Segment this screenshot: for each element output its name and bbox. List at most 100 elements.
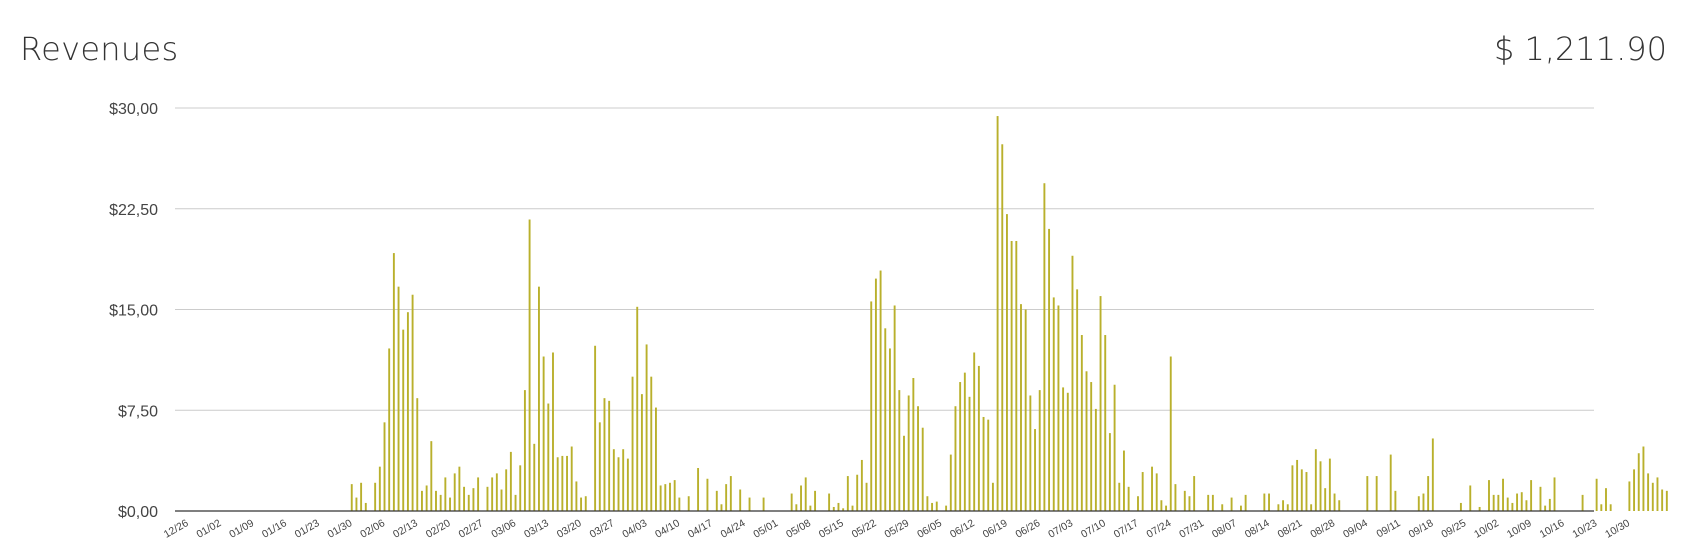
revenue-bar[interactable]: [388, 348, 391, 511]
revenue-bar[interactable]: [612, 449, 615, 511]
revenue-bar[interactable]: [1165, 505, 1168, 511]
revenue-bar[interactable]: [1141, 472, 1144, 511]
revenue-bar[interactable]: [486, 486, 489, 511]
revenue-bar[interactable]: [762, 497, 765, 511]
revenue-bar[interactable]: [846, 476, 849, 511]
revenue-bar[interactable]: [879, 270, 882, 511]
revenue-bar[interactable]: [1123, 450, 1125, 511]
revenue-bar[interactable]: [912, 378, 915, 511]
revenue-bar[interactable]: [528, 219, 531, 512]
revenue-bar[interactable]: [561, 455, 564, 511]
revenue-bar[interactable]: [1394, 490, 1397, 511]
revenue-bar[interactable]: [645, 344, 648, 511]
revenue-bar[interactable]: [949, 454, 952, 511]
revenue-bar[interactable]: [1600, 504, 1603, 511]
revenue-bar[interactable]: [472, 488, 475, 511]
revenue-bar[interactable]: [547, 403, 550, 511]
revenue-bar[interactable]: [556, 457, 559, 511]
revenue-bar[interactable]: [1525, 500, 1528, 511]
revenue-bar[interactable]: [636, 306, 639, 511]
revenue-bar[interactable]: [435, 490, 437, 511]
revenue-bar[interactable]: [1211, 494, 1214, 511]
revenue-bar[interactable]: [1305, 472, 1308, 511]
revenue-bar[interactable]: [1151, 466, 1153, 511]
revenue-bar[interactable]: [1665, 490, 1668, 511]
revenue-bar[interactable]: [1492, 494, 1495, 511]
revenue-bar[interactable]: [804, 477, 807, 511]
revenue-bar[interactable]: [1628, 481, 1631, 511]
revenue-bar[interactable]: [678, 497, 681, 511]
revenue-bar[interactable]: [1581, 494, 1584, 511]
revenue-bar[interactable]: [1633, 469, 1636, 511]
revenue-bar[interactable]: [1497, 494, 1500, 511]
revenue-bar[interactable]: [453, 473, 456, 511]
revenue-bar[interactable]: [350, 484, 353, 511]
revenue-bar[interactable]: [1104, 335, 1107, 511]
revenue-bar[interactable]: [1431, 438, 1434, 511]
revenue-bar[interactable]: [1066, 392, 1069, 511]
revenue-bar[interactable]: [1001, 144, 1004, 511]
revenue-bar[interactable]: [1310, 504, 1313, 511]
revenue-bar[interactable]: [491, 477, 494, 511]
revenue-bar[interactable]: [921, 427, 924, 511]
revenue-bar[interactable]: [598, 422, 601, 511]
revenue-bar[interactable]: [1478, 506, 1481, 511]
revenue-bar[interactable]: [959, 382, 962, 511]
revenue-bar[interactable]: [1230, 497, 1233, 511]
revenue-bar[interactable]: [1174, 484, 1177, 511]
revenue-bar[interactable]: [917, 406, 919, 511]
revenue-bar[interactable]: [355, 497, 358, 511]
revenue-bar[interactable]: [580, 497, 583, 511]
revenue-bar[interactable]: [1544, 505, 1547, 511]
revenue-bar[interactable]: [1427, 476, 1430, 511]
revenue-bar[interactable]: [1366, 476, 1369, 511]
revenue-bar[interactable]: [945, 505, 948, 511]
revenue-bar[interactable]: [1637, 453, 1640, 511]
revenue-bar[interactable]: [411, 294, 414, 511]
revenue-bar[interactable]: [1286, 504, 1289, 511]
revenue-bar[interactable]: [907, 395, 910, 511]
revenue-bar[interactable]: [1417, 496, 1420, 511]
revenue-bar[interactable]: [1020, 304, 1022, 511]
revenue-bar[interactable]: [982, 416, 985, 511]
revenue-bar[interactable]: [626, 458, 629, 511]
revenue-bar[interactable]: [1553, 477, 1556, 511]
revenue-bar[interactable]: [1183, 490, 1186, 511]
revenue-bar[interactable]: [1333, 493, 1336, 511]
revenue-bar[interactable]: [392, 253, 395, 511]
revenue-bar[interactable]: [977, 365, 980, 511]
revenue-bar[interactable]: [505, 469, 508, 511]
revenue-bar[interactable]: [1661, 489, 1664, 511]
revenue-bar[interactable]: [1169, 356, 1172, 511]
revenue-bar[interactable]: [1520, 492, 1523, 511]
revenue-bar[interactable]: [1240, 505, 1242, 511]
revenue-bar[interactable]: [669, 482, 671, 511]
revenue-bar[interactable]: [538, 286, 540, 511]
revenue-bar[interactable]: [519, 465, 522, 511]
revenue-bar[interactable]: [1609, 504, 1612, 511]
revenue-bar[interactable]: [1085, 371, 1088, 511]
revenue-bar[interactable]: [378, 466, 381, 511]
revenue-bar[interactable]: [533, 443, 536, 511]
revenue-bar[interactable]: [594, 345, 597, 511]
revenue-bar[interactable]: [987, 419, 990, 511]
revenue-bar[interactable]: [1516, 493, 1519, 511]
revenue-bar[interactable]: [1193, 476, 1196, 511]
revenue-bar[interactable]: [1422, 493, 1425, 511]
revenue-bar[interactable]: [1006, 214, 1008, 511]
revenue-bar[interactable]: [552, 352, 554, 511]
revenue-bar[interactable]: [1034, 429, 1036, 511]
revenue-bar[interactable]: [860, 459, 863, 511]
revenue-bar[interactable]: [1052, 297, 1055, 511]
revenue-bar[interactable]: [1127, 486, 1130, 511]
revenue-bar[interactable]: [1108, 433, 1111, 511]
revenue-bar[interactable]: [1277, 504, 1280, 511]
revenue-bar[interactable]: [1057, 305, 1060, 511]
revenue-bar[interactable]: [1048, 228, 1051, 511]
revenue-bar[interactable]: [514, 494, 517, 511]
revenue-bar[interactable]: [655, 407, 657, 511]
revenue-bar[interactable]: [1328, 458, 1331, 511]
revenue-bar[interactable]: [439, 494, 442, 511]
revenue-bar[interactable]: [383, 422, 386, 511]
revenue-bar[interactable]: [1207, 494, 1210, 511]
